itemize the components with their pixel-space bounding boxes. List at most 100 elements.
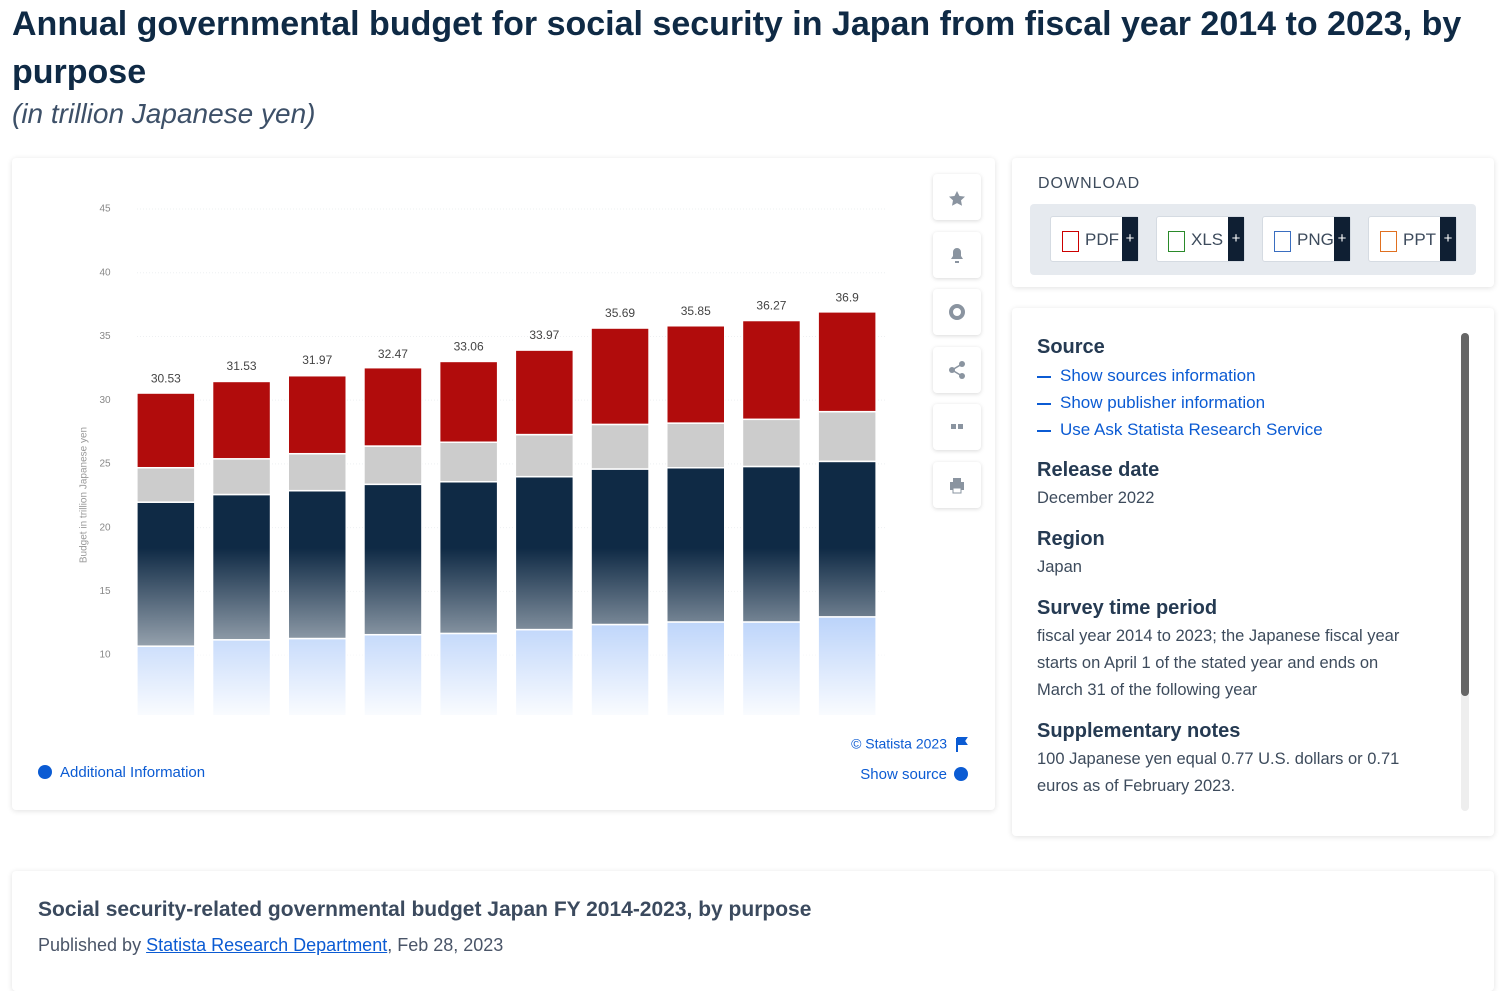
download-label: XLS xyxy=(1191,230,1224,249)
total-label: 30.53 xyxy=(151,372,181,386)
file-icon xyxy=(1062,231,1079,252)
download-title: DOWNLOAD xyxy=(1038,175,1141,192)
source-link[interactable]: Show sources information xyxy=(1060,366,1256,385)
total-label: 36.9 xyxy=(835,290,859,304)
bar-segment xyxy=(590,327,650,426)
y-tick-label: 25 xyxy=(99,459,111,470)
download-button[interactable]: PDF + xyxy=(1050,216,1139,262)
y-axis-label: Budget in trillion Japanese yen xyxy=(79,427,90,563)
bar-segment xyxy=(136,466,196,503)
bar-segment xyxy=(438,360,499,443)
info-icon xyxy=(38,765,52,779)
share-button[interactable] xyxy=(933,347,981,393)
source-heading: Source xyxy=(1037,336,1105,358)
total-label: 35.69 xyxy=(605,306,635,320)
file-icon xyxy=(1168,231,1185,252)
alert-button[interactable] xyxy=(933,232,981,278)
detail-heading: Release date xyxy=(1037,459,1160,481)
bar-segment xyxy=(817,311,877,413)
arrow-icon xyxy=(1037,429,1051,432)
download-label: PPT xyxy=(1403,230,1437,249)
total-label: 36.27 xyxy=(756,298,786,312)
source-link-row: Show publisher information xyxy=(1037,389,1427,416)
download-label: PNG xyxy=(1297,230,1334,249)
detail-text: 100 Japanese yen equal 0.77 U.S. dollars… xyxy=(1037,750,1400,795)
scroll-thumb[interactable] xyxy=(1461,333,1469,696)
y-tick-label: 35 xyxy=(99,331,111,342)
additional-info-link[interactable]: Additional Information xyxy=(60,764,205,781)
bar-segment xyxy=(363,366,423,447)
detail-text: Japan xyxy=(1037,558,1082,576)
arrow-icon xyxy=(1037,375,1051,378)
bar-segment xyxy=(741,319,802,421)
total-label: 31.53 xyxy=(227,359,257,373)
add-symbol: + xyxy=(1440,217,1456,261)
detail-heading: Survey time period xyxy=(1037,597,1218,619)
detail-section: Release date December 2022 xyxy=(1037,455,1427,512)
bar-segment xyxy=(666,324,726,424)
settings-button[interactable] xyxy=(933,289,981,335)
total-label: 33.06 xyxy=(454,339,484,353)
details-card: Source Show sources information Show publ… xyxy=(1012,308,1494,836)
total-label: 35.85 xyxy=(681,304,711,318)
chart-card: Budget in trillion Japanese yen © Statis… xyxy=(12,158,995,810)
bar-segment xyxy=(590,423,650,470)
download-button[interactable]: XLS + xyxy=(1156,216,1245,262)
total-label: 33.97 xyxy=(529,328,559,342)
add-symbol: + xyxy=(1334,217,1350,261)
description-card: Social security-related governmental bud… xyxy=(12,871,1494,991)
show-source-link[interactable]: Show source xyxy=(860,766,947,783)
detail-section: Supplementary notes 100 Japanese yen equa… xyxy=(1037,716,1427,800)
bar-segment xyxy=(211,458,272,496)
arrow-icon xyxy=(1037,402,1051,405)
detail-section: Survey time period fiscal year 2014 to 20… xyxy=(1037,593,1427,704)
y-tick-label: 40 xyxy=(99,267,111,278)
publisher-link[interactable]: Statista Research Department xyxy=(146,935,388,955)
page: Annual governmental budget for social se… xyxy=(12,5,1494,955)
y-tick-label: 30 xyxy=(99,395,111,406)
y-tick-label: 10 xyxy=(99,650,111,661)
y-tick-label: 45 xyxy=(99,204,111,215)
fade-overlay xyxy=(112,548,912,715)
total-label: 32.47 xyxy=(378,347,408,361)
y-tick-label: 20 xyxy=(99,522,111,533)
description-title: Social security-related governmental bud… xyxy=(38,898,812,921)
file-icon xyxy=(1274,231,1291,252)
download-button[interactable]: PPT + xyxy=(1368,216,1457,262)
source-link[interactable]: Show publisher information xyxy=(1060,393,1266,412)
credit: © Statista 2023 xyxy=(851,736,947,752)
info-icon xyxy=(954,767,968,781)
bar-segment xyxy=(211,380,272,460)
add-symbol: + xyxy=(1228,217,1244,261)
detail-section: Region Japan xyxy=(1037,524,1427,581)
bar-segment xyxy=(136,392,196,469)
chart: Budget in trillion Japanese yen © Statis… xyxy=(38,204,968,783)
bar-segment xyxy=(438,441,499,483)
download-button[interactable]: PNG + xyxy=(1262,216,1351,262)
source-link[interactable]: Use Ask Statista Research Service xyxy=(1060,420,1323,439)
publish-date: , Feb 28, 2023 xyxy=(387,935,504,955)
page-subtitle: (in trillion Japanese yen) xyxy=(12,98,316,129)
detail-heading: Supplementary notes xyxy=(1037,720,1241,742)
bar-segment xyxy=(363,445,423,486)
bar-segment xyxy=(817,410,877,463)
detail-heading: Region xyxy=(1037,528,1105,550)
published-by: Published by xyxy=(38,935,142,955)
bar-segment xyxy=(666,422,726,469)
bar-segment xyxy=(514,433,575,478)
cite-button[interactable] xyxy=(933,404,981,450)
detail-text: December 2022 xyxy=(1037,489,1155,507)
source-link-row: Use Ask Statista Research Service xyxy=(1037,416,1427,443)
add-symbol: + xyxy=(1122,217,1138,261)
bar-segment xyxy=(287,452,347,492)
published-line: Published by Statista Research Departmen… xyxy=(38,935,503,956)
source-link-row: Show sources information xyxy=(1037,362,1427,389)
print-button[interactable] xyxy=(933,462,981,508)
bar-segment xyxy=(514,349,575,436)
flag-icon xyxy=(956,737,968,752)
favorite-button[interactable] xyxy=(933,174,981,220)
bar-segment xyxy=(287,374,347,455)
page-title: Annual governmental budget for social se… xyxy=(12,5,1462,91)
download-label: PDF xyxy=(1085,230,1119,249)
detail-text: fiscal year 2014 to 2023; the Japanese f… xyxy=(1037,627,1400,699)
